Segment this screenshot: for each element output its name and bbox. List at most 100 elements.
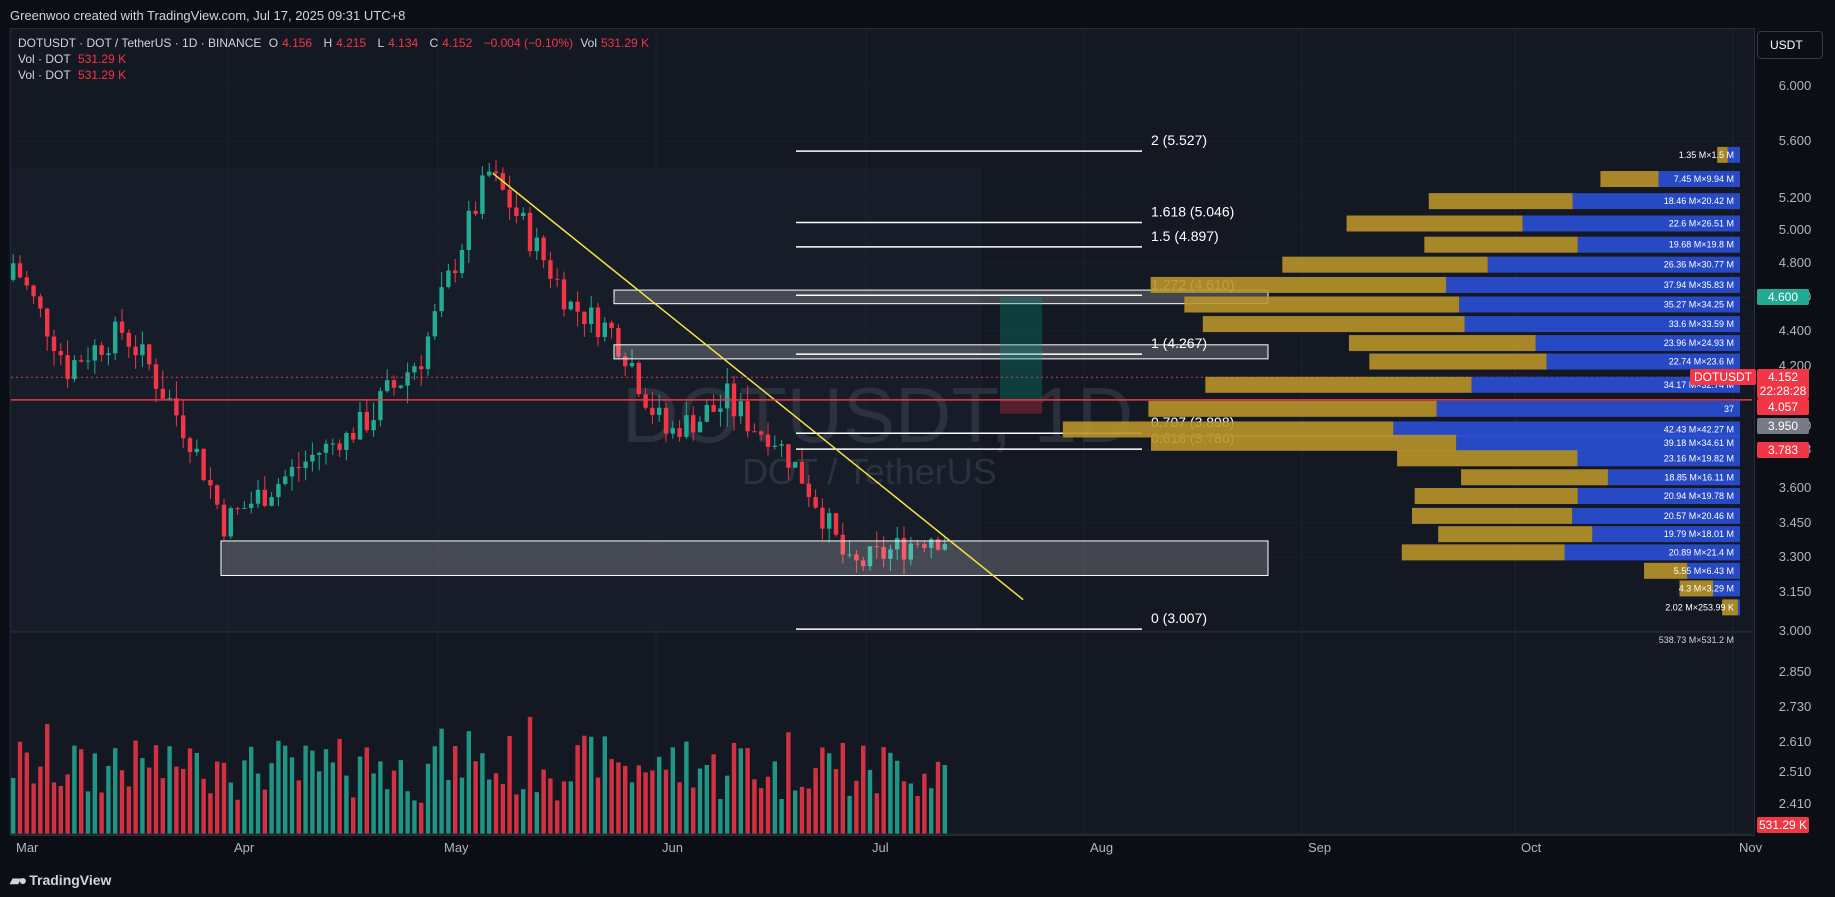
candle-body — [323, 443, 329, 453]
volume-bar — [935, 761, 941, 834]
candle-body — [317, 452, 322, 455]
volume-bar — [738, 748, 743, 834]
candle-body — [568, 301, 573, 310]
candle-body — [378, 391, 383, 421]
candle-body — [208, 480, 213, 486]
volume-bar — [289, 757, 295, 834]
candle-body — [820, 507, 825, 529]
volume-profile-buy-bar — [1572, 507, 1740, 524]
time-axis-label: Mar — [16, 840, 39, 855]
volume-bar — [215, 761, 220, 834]
volume-profile-buy-bar — [1658, 171, 1740, 188]
candle-body — [419, 366, 424, 370]
low-value: 4.134 — [388, 36, 419, 50]
volume-profile-label: 37.94 M×35.83 M — [1664, 280, 1734, 290]
volume-bar — [806, 788, 811, 834]
ohlc-row: DOTUSDT · DOT / TetherUS · 1D · BINANCE … — [18, 35, 657, 51]
candle-body — [575, 301, 580, 312]
candle-body — [861, 560, 866, 567]
volume-bar — [643, 772, 648, 834]
candle-body — [473, 210, 478, 214]
volume-bar — [765, 776, 771, 834]
price-axis-tick: 3.450 — [1779, 515, 1812, 530]
volume-profile-label: 23.16 M×19.82 M — [1664, 453, 1734, 463]
volume-bar — [908, 783, 913, 834]
candle-body — [466, 210, 471, 250]
candle-body — [242, 507, 247, 509]
volume-bar — [228, 782, 233, 834]
volume-profile-sell-bar — [1346, 215, 1523, 232]
candle-body — [602, 322, 607, 338]
candle-body — [391, 380, 397, 388]
volume-profile-buy-bar — [1572, 193, 1740, 210]
volume-bar — [187, 748, 193, 834]
volume-bar — [888, 752, 893, 834]
price-axis-tick: 2.610 — [1779, 734, 1812, 749]
candle-body — [527, 212, 533, 252]
volume-bar — [412, 800, 417, 834]
close-value: 4.152 — [442, 36, 473, 50]
candle-body — [337, 443, 342, 450]
candle-body — [935, 539, 941, 550]
volume-profile-label: 22.6 M×26.51 M — [1669, 218, 1734, 228]
symbol-description[interactable]: DOTUSDT · DOT / TetherUS · 1D · BINANCE — [18, 36, 262, 50]
candle-body — [153, 364, 159, 389]
volume-profile-label: 26.36 M×30.77 M — [1664, 260, 1734, 270]
volume-bar — [861, 745, 866, 834]
volume-bar — [527, 716, 533, 834]
candle-body — [215, 485, 220, 505]
candle-body — [629, 362, 635, 367]
volume-bar — [636, 765, 641, 834]
candle-body — [480, 175, 485, 214]
volume-bar — [79, 749, 84, 834]
volume-bar — [425, 763, 431, 834]
price-label-tag — [1757, 289, 1809, 305]
volume-bar — [718, 799, 723, 834]
volume-bar — [113, 748, 118, 834]
candle-body — [303, 461, 308, 468]
low-label: L — [377, 36, 385, 50]
candle-body — [24, 277, 29, 286]
volume-bar — [364, 747, 369, 834]
candle-body — [31, 285, 36, 297]
candle-body — [72, 360, 77, 379]
volume-indicator-row[interactable]: Vol · DOT 531.29 K — [18, 51, 657, 67]
price-axis-tick: 3.000 — [1779, 623, 1812, 638]
volume-bar — [24, 752, 29, 834]
close-label: C — [429, 36, 439, 50]
candle-body — [106, 353, 111, 355]
time-axis-label: Aug — [1090, 840, 1113, 855]
volume-bar — [181, 768, 186, 834]
candle-body — [929, 539, 934, 548]
candle-body — [398, 385, 403, 388]
tradingview-logo[interactable]: ▰● TradingView — [10, 872, 111, 889]
volume-profile-label: 18.46 M×20.42 M — [1664, 196, 1734, 206]
volume-bar — [296, 780, 301, 834]
candle-body — [92, 345, 97, 361]
volume-bar — [847, 795, 852, 834]
volume-profile-sell-bar — [1401, 544, 1565, 561]
candle-body — [269, 497, 274, 506]
volume-bar — [629, 782, 635, 834]
volume-bar — [752, 779, 757, 834]
volume-bar — [867, 769, 873, 834]
candle-body — [357, 411, 363, 440]
candle-body — [140, 344, 145, 356]
volume-bar — [357, 756, 363, 834]
volume-bar — [153, 745, 159, 834]
candle-body — [711, 404, 716, 412]
volume-profile-label: 18.85 M×16.11 M — [1664, 472, 1734, 482]
candle-body — [446, 270, 451, 288]
candle-body — [827, 513, 832, 529]
volume-profile-buy-bar — [1393, 421, 1740, 438]
candle-body — [595, 307, 601, 338]
candle-body — [79, 360, 84, 362]
price-label-tag — [1690, 369, 1756, 385]
candle-body — [888, 549, 893, 559]
volume-indicator-row[interactable]: Vol · DOT 531.29 K — [18, 67, 657, 83]
currency-button[interactable]: USDT — [1757, 31, 1823, 59]
candle-body — [650, 407, 655, 415]
volume-bar — [378, 761, 383, 834]
volume-bar — [854, 780, 859, 834]
